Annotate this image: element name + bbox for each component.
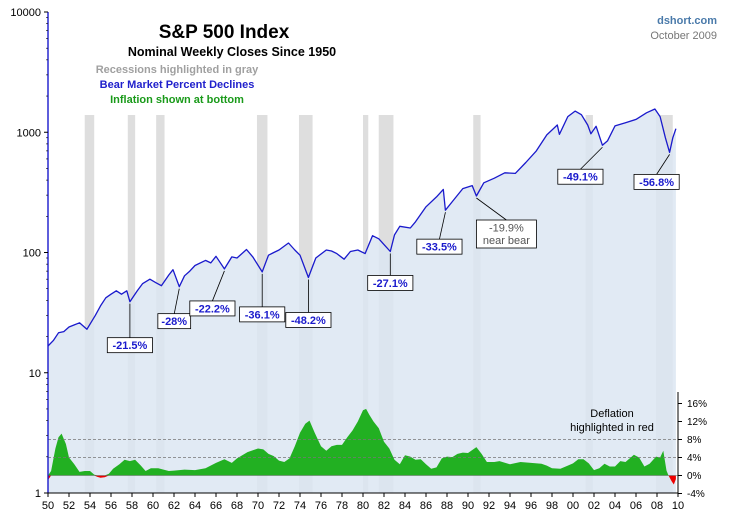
x-tick-label-54: 54 — [84, 500, 96, 512]
x-tick-label-92: 92 — [483, 500, 495, 512]
x-tick-label-98: 98 — [546, 500, 558, 512]
x-tick-label-70: 70 — [252, 500, 264, 512]
y-tick-label-10000: 10000 — [10, 7, 41, 19]
bear-market-annotations: -21.5% -28% -22.2% -36.1% -48.2% -27.1% -33.5%… — [106, 146, 680, 354]
y-tick-label-10: 10 — [29, 368, 41, 380]
x-tick-label-58: 58 — [126, 500, 138, 512]
annotation-leader — [439, 212, 446, 240]
y-tick-label-1000: 1000 — [17, 127, 41, 139]
annotation-6: -27.1% — [367, 253, 414, 291]
annotation-box — [475, 219, 537, 249]
annotation-1: -21.5% — [106, 303, 153, 354]
annotation-box — [285, 312, 332, 328]
annotation-8: -19.9%near bear — [475, 197, 537, 249]
x-tick-label-74: 74 — [294, 500, 306, 512]
note-bear-markets: Bear Market Percent Declines — [100, 79, 255, 91]
annotation-box — [157, 313, 192, 330]
x-tick-label-72: 72 — [273, 500, 285, 512]
x-tick-label-94: 94 — [504, 500, 516, 512]
x-tick-label-84: 84 — [399, 500, 411, 512]
annotation-2: -28% — [157, 288, 192, 330]
annotation-label: -22.2% — [195, 303, 230, 315]
x-tick-label-64: 64 — [189, 500, 201, 512]
date-label: October 2009 — [650, 30, 717, 42]
x-tick-label-96: 96 — [525, 500, 537, 512]
inflation-reference-lines — [48, 439, 678, 476]
annotation-label: -48.2% — [291, 315, 326, 327]
x-tick-label-02: 02 — [588, 500, 600, 512]
annotation-box — [106, 337, 153, 354]
annotation-box — [367, 275, 414, 291]
annotation-label: -27.1% — [373, 278, 408, 290]
x-tick-label-10: 10 — [672, 500, 684, 512]
x-tick-label-80: 80 — [357, 500, 369, 512]
note-recessions: Recessions highlighted in gray — [96, 64, 259, 76]
x-tick-label-66: 66 — [210, 500, 222, 512]
x-tick-label-06: 06 — [630, 500, 642, 512]
x-tick-label-56: 56 — [105, 500, 117, 512]
y-tick-label-1: 1 — [35, 488, 41, 500]
annotation-box — [189, 300, 236, 317]
annotation-7: -33.5% — [416, 212, 463, 255]
x-tick-label-90: 90 — [462, 500, 474, 512]
x-tick-label-52: 52 — [63, 500, 75, 512]
inflation-tick-label: 0% — [687, 471, 702, 482]
annotation-box — [557, 168, 604, 185]
sp500-line — [47, 108, 677, 347]
annotation-9: -49.1% — [557, 146, 604, 185]
x-tick-label-88: 88 — [441, 500, 453, 512]
annotation-leader — [476, 197, 507, 221]
note-inflation: Inflation shown at bottom — [110, 94, 244, 106]
y-tick-label-100: 100 — [23, 248, 41, 260]
annotation-10: -56.8% — [633, 154, 680, 190]
inflation-tick-label: 16% — [687, 399, 707, 410]
annotation-leader — [656, 154, 670, 175]
annotation-3: -22.2% — [189, 270, 236, 317]
x-tick-label-68: 68 — [231, 500, 243, 512]
sp500-series — [47, 108, 677, 493]
annotation-5: -48.2% — [285, 279, 332, 328]
x-tick-label-00: 00 — [567, 500, 579, 512]
annotation-label: -56.8% — [639, 177, 674, 189]
annotation-sublabel: near bear — [483, 235, 530, 247]
annotation-box — [239, 306, 286, 323]
inflation-area — [48, 408, 676, 476]
chart-subtitle: Nominal Weekly Closes Since 1950 — [128, 45, 336, 59]
annotation-leader — [173, 288, 180, 314]
annotation-4: -36.1% — [239, 273, 286, 323]
annotation-box — [633, 173, 680, 190]
deflation-note-line2: highlighted in red — [570, 422, 654, 434]
inflation-tick-label: 4% — [687, 453, 702, 464]
annotation-label: -28% — [161, 316, 187, 328]
x-tick-label-82: 82 — [378, 500, 390, 512]
annotation-box — [416, 238, 463, 255]
recession-band-1 — [84, 115, 95, 493]
deflation-note-line1: Deflation — [590, 408, 633, 420]
sp500-area — [48, 109, 676, 493]
chart-title: S&P 500 Index — [159, 22, 290, 43]
annotation-leader — [212, 270, 225, 302]
annotation-leader — [580, 146, 603, 170]
x-tick-label-86: 86 — [420, 500, 432, 512]
inflation-tick-label: 12% — [687, 417, 707, 428]
source-label: dshort.com — [657, 15, 717, 27]
x-tick-label-76: 76 — [315, 500, 327, 512]
annotation-label: -33.5% — [422, 242, 457, 254]
x-tick-label-60: 60 — [147, 500, 159, 512]
annotation-label: -19.9% — [489, 223, 524, 235]
inflation-tick-label: -4% — [687, 489, 705, 500]
annotation-label: -49.1% — [563, 172, 598, 184]
annotation-label: -21.5% — [112, 340, 147, 352]
x-tick-label-62: 62 — [168, 500, 180, 512]
inflation-tick-label: 8% — [687, 435, 702, 446]
x-tick-label-04: 04 — [609, 500, 621, 512]
inflation-series — [48, 408, 676, 485]
x-tick-label-78: 78 — [336, 500, 348, 512]
x-tick-label-50: 50 — [42, 500, 54, 512]
annotation-label: -36.1% — [245, 309, 280, 321]
x-tick-label-08: 08 — [651, 500, 663, 512]
